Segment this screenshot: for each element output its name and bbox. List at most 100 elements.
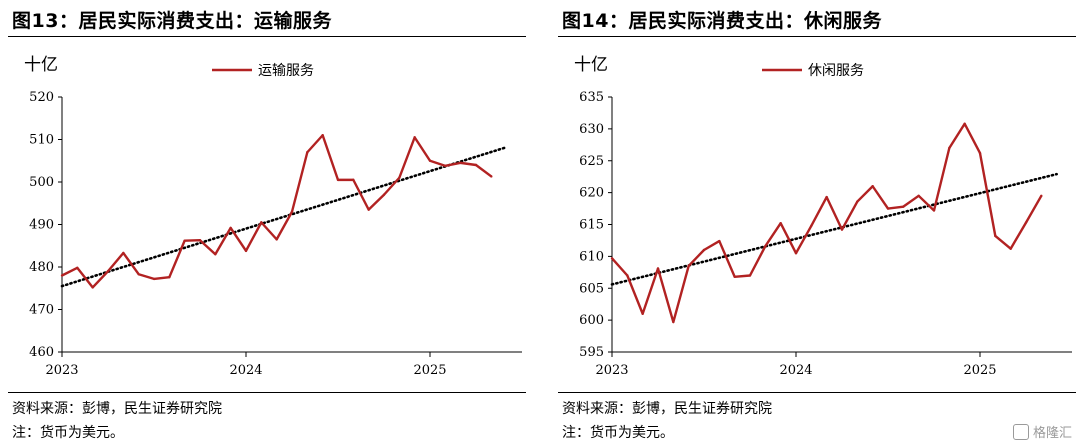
data-point (76, 266, 79, 270)
data-point (702, 248, 706, 252)
watermark-text: 格隆汇 (1032, 426, 1072, 441)
data-point (764, 244, 767, 248)
currency-note: 注：货币为美元。 (12, 425, 124, 441)
x-tick-label: 2024 (229, 363, 262, 378)
data-point (229, 226, 232, 230)
data-point (459, 161, 462, 165)
data-point (994, 234, 997, 238)
source-note: 资料来源：彭博，民生证券研究院 (12, 401, 222, 417)
data-point (336, 178, 340, 182)
data-point (626, 274, 629, 277)
data-point (886, 207, 890, 210)
data-point (672, 320, 675, 324)
data-point (444, 164, 447, 168)
data-point (856, 200, 859, 203)
data-point (779, 222, 782, 225)
data-point (275, 238, 278, 241)
data-point (917, 194, 920, 198)
data-point (428, 159, 432, 162)
data-point (610, 257, 614, 260)
y-tick-label: 470 (29, 303, 54, 318)
x-tick-label: 2023 (45, 363, 78, 378)
data-point (687, 264, 690, 268)
data-point (214, 253, 217, 256)
y-tick-label: 620 (579, 186, 604, 201)
trend-line (610, 172, 1058, 286)
footer-divider (558, 392, 1076, 393)
title-divider (8, 36, 526, 37)
data-point (290, 210, 294, 213)
y-tick-label: 490 (29, 218, 54, 233)
data-point (825, 195, 828, 199)
data-point (60, 274, 64, 277)
data-point (260, 221, 263, 224)
data-point (321, 134, 324, 137)
data-point (413, 136, 416, 139)
data-point (168, 276, 171, 279)
data-point (1024, 221, 1028, 224)
data-point (474, 163, 478, 167)
data-point (963, 122, 966, 125)
data-point (794, 251, 798, 255)
footer-divider (8, 392, 526, 393)
data-point (641, 312, 644, 315)
line-chart-leisure: 十亿 休闲服务 595 600 605 610 615 620 625 630 635 2023 202… (574, 55, 1072, 378)
y-tick-label: 600 (579, 313, 604, 328)
chart-panel-leisure: 图14：居民实际消费支出：休闲服务 十亿 休闲服务 595 600 605 610 615 6… (550, 0, 1080, 447)
data-point (810, 224, 813, 227)
chart-title: 图14：居民实际消费支出：休闲服务 (562, 10, 882, 32)
data-point (382, 193, 386, 196)
y-tick-label: 520 (29, 90, 54, 105)
data-point (122, 251, 125, 255)
data-point (718, 239, 721, 243)
data-point (840, 228, 844, 231)
data-point (656, 267, 660, 270)
data-point (367, 208, 370, 211)
y-tick-label: 615 (579, 218, 604, 233)
data-point (244, 249, 248, 253)
data-point (352, 178, 355, 182)
data-point (398, 176, 401, 179)
data-point (306, 151, 309, 154)
x-tick-label: 2025 (963, 363, 996, 378)
y-tick-label: 510 (29, 133, 54, 148)
y-tick-label: 595 (579, 345, 604, 360)
watermark: 格隆汇 (1012, 422, 1072, 441)
data-point (183, 239, 186, 242)
y-unit-label: 十亿 (24, 55, 58, 75)
chart-title: 图13：居民实际消费支出：运输服务 (12, 10, 332, 32)
y-tick-label: 480 (29, 260, 54, 275)
watermark-logo-icon (1012, 423, 1029, 440)
data-point (1040, 194, 1043, 198)
x-tick-label: 2024 (779, 363, 812, 378)
data-point (733, 275, 736, 278)
x-tick-label: 2023 (595, 363, 628, 378)
title-divider (558, 36, 1076, 37)
y-tick-label: 630 (579, 122, 604, 137)
data-point (106, 270, 110, 273)
data-point (932, 209, 936, 212)
series-line (61, 134, 493, 289)
data-point (748, 274, 752, 277)
line-chart-transport: 十亿 运输服务 460 470 480 490 500 510 520 2023 2024 2025 (24, 55, 522, 378)
chart-panel-transport: 图13：居民实际消费支出：运输服务 十亿 运输服务 460 470 480 490 500 5… (0, 0, 530, 447)
y-tick-label: 605 (579, 281, 604, 296)
series-line (611, 122, 1043, 324)
data-point (902, 205, 905, 208)
y-tick-label: 460 (29, 345, 54, 360)
data-point (948, 146, 951, 150)
y-unit-label: 十亿 (574, 55, 608, 75)
y-tick-label: 610 (579, 249, 604, 264)
legend-label: 休闲服务 (808, 63, 864, 79)
data-point (137, 273, 140, 276)
currency-note: 注：货币为美元。 (562, 425, 674, 441)
data-point (198, 239, 202, 242)
data-point (871, 185, 874, 188)
x-tick-label: 2025 (413, 363, 446, 378)
data-point (152, 277, 156, 281)
source-note: 资料来源：彭博，民生证券研究院 (562, 401, 772, 417)
y-tick-label: 625 (579, 154, 604, 169)
data-point (490, 175, 493, 178)
trend-line (60, 145, 508, 288)
data-point (91, 286, 94, 289)
